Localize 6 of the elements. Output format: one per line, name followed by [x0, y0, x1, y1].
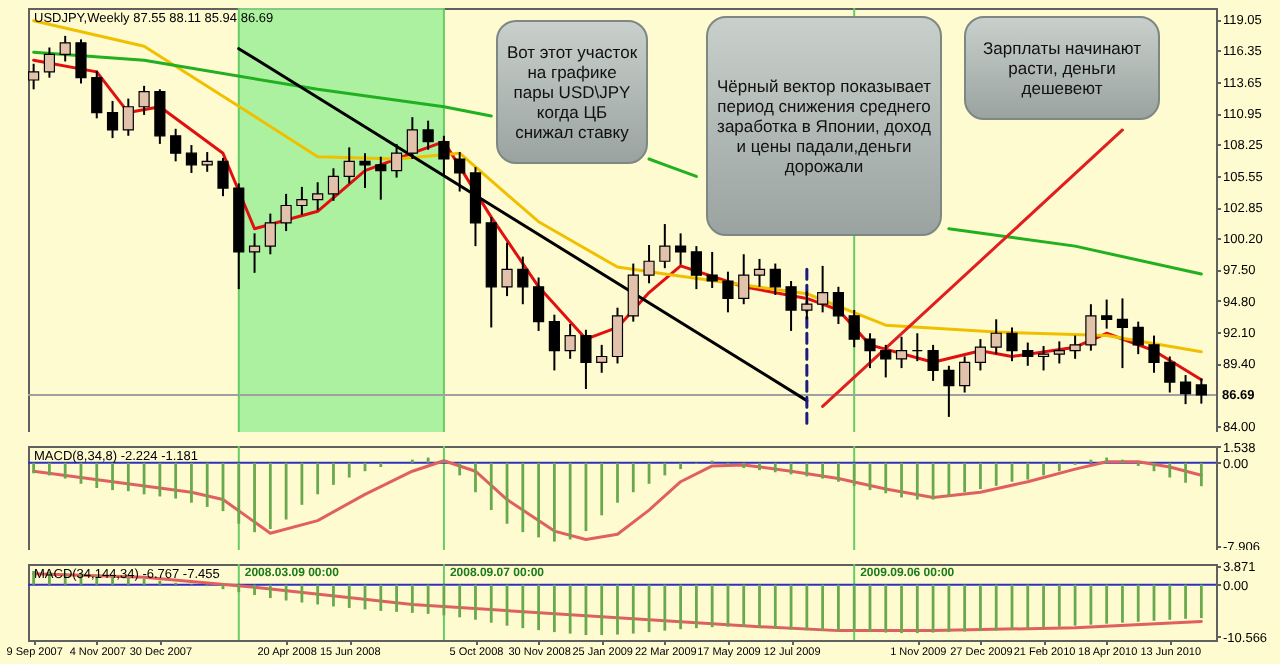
annotation: Зарплаты начинают расти, деньги дешевеют	[981, 37, 1143, 99]
annotation: Вот этот участок на графике пары USD\JPY когда ЦБ снижал ставку	[506, 41, 638, 143]
annotation: Чёрный вектор показывает период снижения среднего заработка в Японии, доход и цены падали,деньги дорожали	[716, 75, 932, 177]
speech-bubble: Зарплаты начинают расти, деньги дешевеют	[964, 16, 1160, 120]
speech-bubble: Чёрный вектор показывает период снижения среднего заработка в Японии, доход и цены падали,деньги дорожали	[706, 16, 942, 236]
speech-bubble: Вот этот участок на графике пары USD\JPY когда ЦБ снижал ставку	[496, 20, 648, 164]
